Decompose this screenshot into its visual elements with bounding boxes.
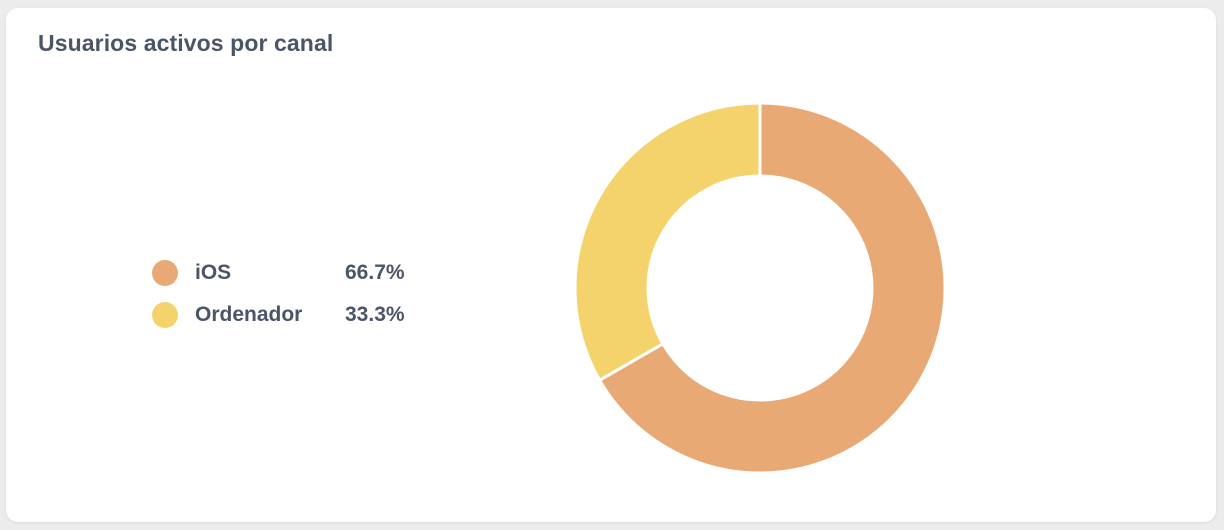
chart-title: Usuarios activos por canal	[38, 30, 334, 56]
legend-label-ios: iOS	[195, 261, 232, 284]
donut-slice-ios[interactable]	[597, 101, 947, 475]
chart-legend: iOS 66.7% Ordenador 33.3%	[152, 252, 405, 336]
legend-swatch-ordenador	[152, 302, 178, 328]
legend-label-ordenador: Ordenador	[195, 303, 303, 326]
donut-slice-ordenador[interactable]	[573, 101, 762, 383]
legend-item-ordenador[interactable]: Ordenador 33.3%	[152, 294, 405, 336]
legend-swatch-ios	[152, 260, 178, 286]
legend-value-ordenador: 33.3%	[345, 303, 405, 326]
donut-chart	[573, 101, 947, 475]
legend-item-ios[interactable]: iOS 66.7%	[152, 252, 405, 294]
chart-card: Usuarios activos por canal iOS 66.7% Ord…	[6, 8, 1216, 522]
legend-value-ios: 66.7%	[345, 261, 405, 284]
